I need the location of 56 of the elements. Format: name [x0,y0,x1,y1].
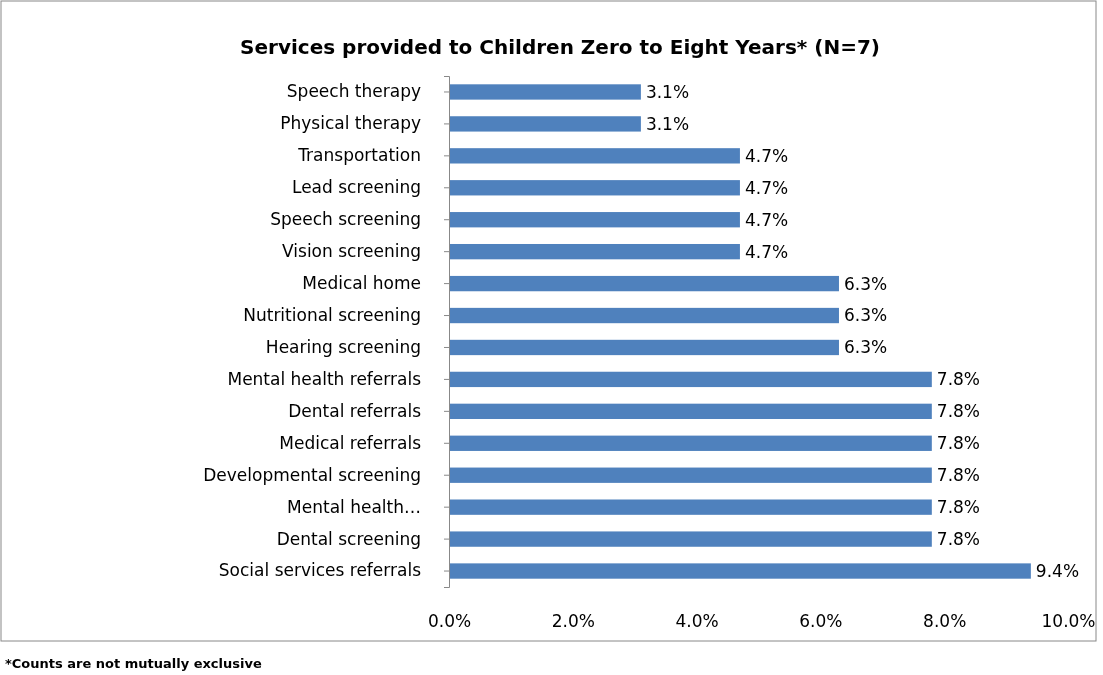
data-label: 4.7% [744,145,789,166]
data-label: 7.8% [936,369,981,390]
y-tick-label: Medical home [302,273,421,294]
y-tick-label: Developmental screening [203,464,421,485]
x-tick-label: 4.0% [675,611,719,632]
bar [449,212,740,228]
data-label: 7.8% [936,433,981,454]
bar [449,499,932,515]
bar [449,339,839,356]
y-tick-label: Vision screening [282,241,421,262]
data-label: 7.8% [936,465,981,486]
y-tick-label: Nutritional screening [243,304,421,325]
data-label: 9.4% [1035,560,1080,581]
data-label: 6.3% [843,305,888,326]
bar [449,563,1031,579]
y-tick-label: Speech screening [270,209,421,230]
text: *Counts are not mutually exclusive [5,656,262,671]
x-tick-label: 8.0% [923,611,967,632]
data-label: 4.7% [744,177,789,198]
data-label: 4.7% [744,241,789,262]
data-label: 6.3% [843,273,888,294]
y-tick-label: Hearing screening [265,336,421,357]
bar [449,435,932,451]
data-label: 4.7% [744,209,789,230]
data-label: 7.8% [936,401,981,422]
x-tick-label: 10.0% [1041,611,1096,632]
data-label: 3.1% [645,113,690,134]
y-tick-label: Lead screening [291,177,421,198]
bar [449,116,641,132]
y-tick-label: Social services referrals [218,560,422,581]
y-tick-label: Medical referrals [279,432,422,453]
x-tick-label: 2.0% [551,611,595,632]
y-tick-label: Physical therapy [280,113,421,134]
data-label: 7.8% [936,529,981,550]
bar [449,307,839,324]
data-label: 7.8% [936,497,981,518]
bar [449,531,932,547]
y-tick-label: Dental referrals [288,400,422,421]
bar [449,180,740,196]
y-tick-label: Transportation [297,145,421,166]
chart-title: Services provided to Children Zero to Eight Years* (N=7) [240,35,880,59]
y-tick-label: Dental screening [276,528,421,549]
bar [449,371,932,388]
bar [449,84,641,100]
data-label: 3.1% [645,81,690,102]
bar [449,275,839,292]
y-tick-label: Mental health… [287,496,421,517]
y-tick-label: Mental health referrals [227,368,422,389]
x-tick-label: 0.0% [427,611,472,632]
x-tick-label: 6.0% [799,611,843,632]
bar [449,467,932,483]
y-tick-label: Speech therapy [286,81,421,102]
bar [449,403,932,420]
bar [449,243,740,260]
data-label: 6.3% [843,337,888,358]
bar [449,148,740,164]
